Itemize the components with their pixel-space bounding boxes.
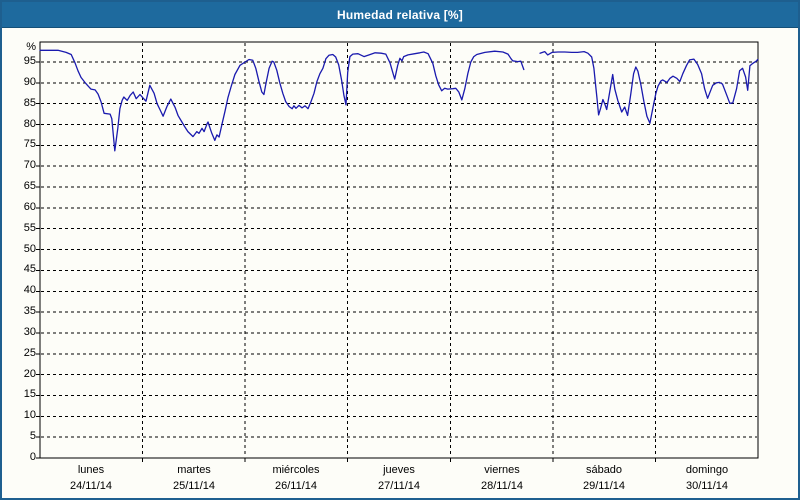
x-axis-day-label: domingo	[685, 464, 729, 476]
y-axis-label: 60	[23, 201, 36, 213]
y-axis-label: 15	[23, 388, 36, 400]
y-axis-label: 65	[23, 180, 36, 192]
y-axis-label: 35	[23, 305, 36, 317]
chart-title: Humedad relativa [%]	[336, 7, 464, 22]
y-axis-label: 10	[23, 409, 36, 421]
x-axis-day-label: lunes	[77, 464, 105, 476]
y-axis-label: 5	[29, 430, 36, 442]
y-axis-label: 85	[23, 97, 36, 109]
x-axis-day-label: viernes	[484, 464, 520, 476]
y-axis-label: 25	[23, 347, 36, 359]
y-axis-label: 55	[23, 222, 36, 234]
x-axis-date-label: 30/11/14	[685, 480, 728, 492]
x-axis-day-label: jueves	[383, 464, 415, 476]
y-axis-label: 70	[23, 159, 36, 171]
x-axis-date-label: 25/11/14	[172, 480, 215, 492]
x-axis-date-label: 28/11/14	[480, 480, 523, 492]
x-axis-date-label: 26/11/14	[274, 480, 317, 492]
chart-title-bar: Humedad relativa [%]	[2, 2, 798, 28]
y-axis-label: 95	[23, 55, 36, 67]
x-axis-day-label: martes	[177, 464, 211, 476]
y-axis-label: 75	[23, 138, 36, 150]
y-axis-unit-label: %	[26, 41, 36, 53]
x-axis-date-label: 24/11/14	[69, 480, 112, 492]
x-axis-date-label: 29/11/14	[582, 480, 625, 492]
y-axis-label: 90	[23, 76, 36, 88]
y-axis-label: 20	[23, 368, 36, 380]
x-axis-day-label: miércoles	[272, 464, 320, 476]
x-axis-day-label: sábado	[585, 464, 623, 476]
y-axis-label: 50	[23, 243, 36, 255]
x-axis-date-label: 27/11/14	[377, 480, 420, 492]
y-axis-label: 45	[23, 263, 36, 275]
y-axis-label: 30	[23, 326, 36, 338]
y-axis-label: 40	[23, 284, 36, 296]
y-axis-label: 0	[29, 451, 36, 463]
y-axis-label: 80	[23, 118, 36, 130]
